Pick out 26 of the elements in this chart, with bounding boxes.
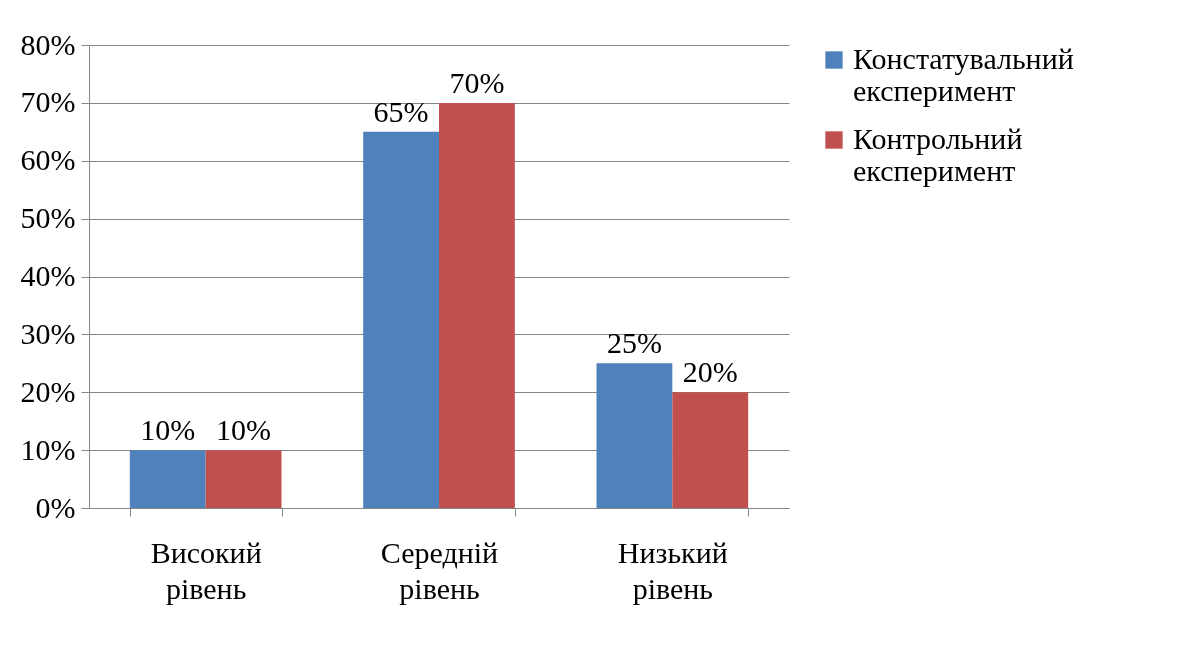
legend-label: Констатувальний експеримент bbox=[853, 42, 1074, 107]
bar bbox=[205, 450, 282, 508]
data-label: 10% bbox=[140, 413, 196, 447]
data-label: 20% bbox=[682, 355, 738, 389]
y-tick-label: 80% bbox=[20, 27, 76, 61]
bar bbox=[596, 363, 673, 508]
data-label: 70% bbox=[449, 65, 505, 99]
data-label: 25% bbox=[606, 326, 662, 360]
y-tick-label: 0% bbox=[35, 490, 76, 524]
data-label: 10% bbox=[216, 413, 272, 447]
x-tick-label: Низький рівень bbox=[617, 535, 728, 605]
y-tick-label: 40% bbox=[20, 259, 76, 292]
y-tick-label: 70% bbox=[20, 85, 76, 119]
y-tick-label: 60% bbox=[20, 143, 76, 177]
y-tick-label: 50% bbox=[20, 201, 76, 235]
bar bbox=[129, 450, 206, 508]
y-tick-label: 10% bbox=[20, 432, 76, 466]
bar bbox=[439, 102, 515, 508]
y-tick-label: 30% bbox=[20, 316, 76, 350]
data-label: 65% bbox=[373, 94, 429, 128]
bar bbox=[672, 392, 749, 508]
x-tick-label: Високий рівень bbox=[150, 535, 262, 605]
bar bbox=[363, 131, 439, 508]
x-tick-label: Середній рівень bbox=[380, 535, 499, 605]
y-tick-label: 20% bbox=[20, 374, 76, 408]
legend-label: Контрольний експеримент bbox=[853, 122, 1023, 187]
